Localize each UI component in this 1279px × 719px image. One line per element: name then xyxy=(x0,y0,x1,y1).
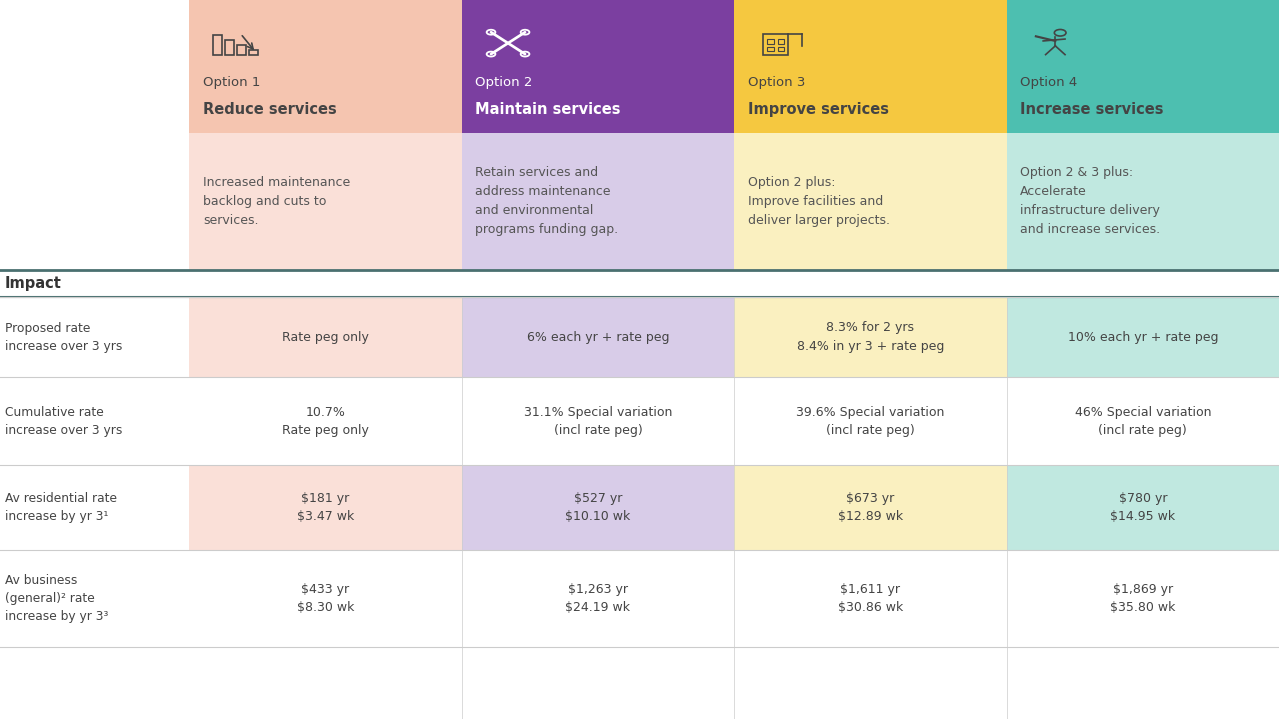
Text: $433 yr
$8.30 wk: $433 yr $8.30 wk xyxy=(297,583,354,614)
Text: $780 yr
$14.95 wk: $780 yr $14.95 wk xyxy=(1110,492,1175,523)
Text: Av residential rate
increase by yr 3¹: Av residential rate increase by yr 3¹ xyxy=(5,492,118,523)
Text: 10% each yr + rate peg: 10% each yr + rate peg xyxy=(1068,331,1218,344)
Bar xyxy=(778,47,784,51)
Bar xyxy=(1007,465,1279,550)
Bar xyxy=(462,297,734,377)
Text: Option 2 & 3 plus:
Accelerate
infrastructure delivery
and increase services.: Option 2 & 3 plus: Accelerate infrastruc… xyxy=(1021,166,1160,237)
Bar xyxy=(0,0,189,719)
Bar xyxy=(462,0,734,133)
Bar xyxy=(734,465,1007,550)
Bar xyxy=(212,35,221,55)
Bar xyxy=(189,0,462,133)
Text: $1,869 yr
$35.80 wk: $1,869 yr $35.80 wk xyxy=(1110,583,1175,614)
Text: $1,263 yr
$24.19 wk: $1,263 yr $24.19 wk xyxy=(565,583,631,614)
Text: 39.6% Special variation
(incl rate peg): 39.6% Special variation (incl rate peg) xyxy=(796,406,945,437)
Bar xyxy=(778,40,784,44)
Text: Increase services: Increase services xyxy=(1021,101,1164,116)
Bar xyxy=(1007,297,1279,377)
Bar xyxy=(462,550,734,647)
Text: Proposed rate
increase over 3 yrs: Proposed rate increase over 3 yrs xyxy=(5,321,123,353)
Text: Maintain services: Maintain services xyxy=(476,101,620,116)
Text: $673 yr
$12.89 wk: $673 yr $12.89 wk xyxy=(838,492,903,523)
Bar xyxy=(462,377,734,465)
Bar xyxy=(1007,133,1279,270)
Bar xyxy=(764,34,788,55)
Text: Retain services and
address maintenance
and environmental
programs funding gap.: Retain services and address maintenance … xyxy=(476,166,619,237)
Bar xyxy=(189,550,462,647)
Text: Cumulative rate
increase over 3 yrs: Cumulative rate increase over 3 yrs xyxy=(5,406,123,437)
Bar xyxy=(767,40,774,44)
Text: Av business
(general)² rate
increase by yr 3³: Av business (general)² rate increase by … xyxy=(5,574,109,623)
Text: Option 1: Option 1 xyxy=(203,76,261,89)
Bar xyxy=(189,133,462,270)
Bar xyxy=(189,297,462,377)
Bar xyxy=(1007,377,1279,465)
Text: 8.3% for 2 yrs
8.4% in yr 3 + rate peg: 8.3% for 2 yrs 8.4% in yr 3 + rate peg xyxy=(797,321,944,353)
Bar xyxy=(734,550,1007,647)
Text: 46% Special variation
(incl rate peg): 46% Special variation (incl rate peg) xyxy=(1074,406,1211,437)
Text: Increased maintenance
backlog and cuts to
services.: Increased maintenance backlog and cuts t… xyxy=(203,176,350,226)
Text: Impact: Impact xyxy=(5,276,61,290)
Text: Option 2 plus:
Improve facilities and
deliver larger projects.: Option 2 plus: Improve facilities and de… xyxy=(748,176,890,226)
Text: Reduce services: Reduce services xyxy=(203,101,336,116)
Bar xyxy=(189,377,462,465)
Bar xyxy=(1007,550,1279,647)
Text: 10.7%
Rate peg only: 10.7% Rate peg only xyxy=(283,406,368,437)
Bar xyxy=(734,297,1007,377)
Bar xyxy=(767,47,774,51)
Bar xyxy=(734,133,1007,270)
Text: 31.1% Special variation
(incl rate peg): 31.1% Special variation (incl rate peg) xyxy=(523,406,673,437)
Text: Improve services: Improve services xyxy=(748,101,889,116)
Text: Option 3: Option 3 xyxy=(748,76,806,89)
Bar xyxy=(249,50,258,55)
Text: $527 yr
$10.10 wk: $527 yr $10.10 wk xyxy=(565,492,631,523)
Text: 6% each yr + rate peg: 6% each yr + rate peg xyxy=(527,331,669,344)
Bar xyxy=(462,465,734,550)
Bar xyxy=(1007,0,1279,133)
Bar xyxy=(225,40,234,55)
Text: $181 yr
$3.47 wk: $181 yr $3.47 wk xyxy=(297,492,354,523)
Bar xyxy=(734,377,1007,465)
Bar xyxy=(462,133,734,270)
Text: $1,611 yr
$30.86 wk: $1,611 yr $30.86 wk xyxy=(838,583,903,614)
Text: Option 4: Option 4 xyxy=(1021,76,1077,89)
Bar xyxy=(189,465,462,550)
Bar xyxy=(734,0,1007,133)
Text: Option 2: Option 2 xyxy=(476,76,533,89)
Text: Rate peg only: Rate peg only xyxy=(283,331,368,344)
Bar xyxy=(237,45,246,55)
